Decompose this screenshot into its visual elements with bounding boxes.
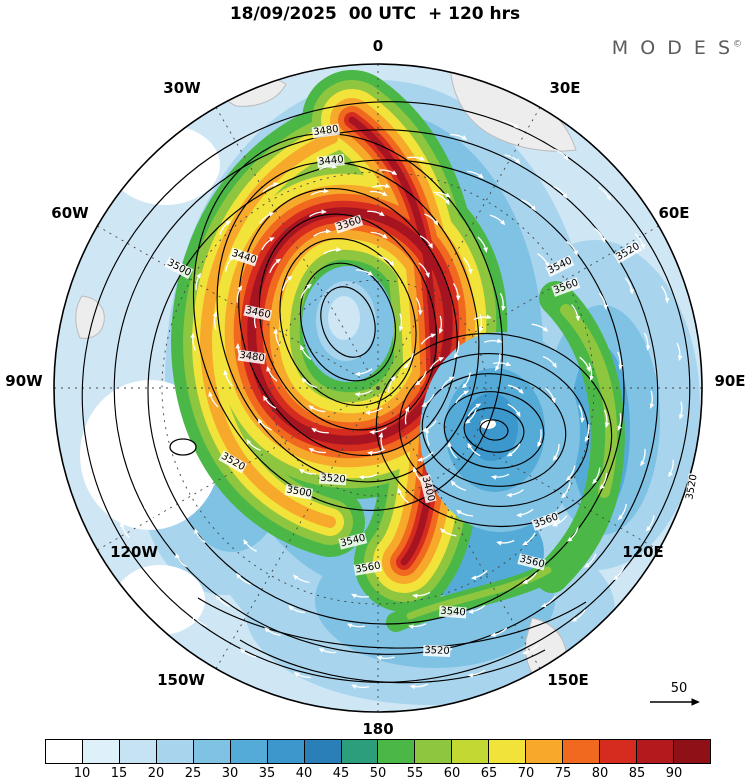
modes-logo: M O D E S© bbox=[612, 37, 742, 59]
colorbar-segment-10 bbox=[414, 740, 452, 763]
copyright-icon: © bbox=[733, 39, 742, 50]
colorbar bbox=[45, 739, 711, 764]
colorbar-segment-11 bbox=[451, 740, 489, 763]
reference-vector: 50 bbox=[642, 681, 716, 712]
colorbar-segment-13 bbox=[525, 740, 563, 763]
colorbar-segment-0 bbox=[46, 740, 82, 763]
colorbar-segment-5 bbox=[229, 740, 267, 763]
colorbar-segment-12 bbox=[488, 740, 526, 763]
colorbar-segment-16 bbox=[636, 740, 673, 763]
colorbar-segment-14 bbox=[562, 740, 600, 763]
colorbar-segment-7 bbox=[303, 740, 341, 763]
graticule bbox=[54, 64, 702, 712]
page-title: 18/09/2025 00 UTC + 120 hrs bbox=[229, 4, 521, 24]
colorbar-segment-9 bbox=[377, 740, 415, 763]
reference-arrow-icon bbox=[650, 698, 700, 706]
colorbar-segment-6 bbox=[266, 740, 304, 763]
wind-vectors bbox=[98, 120, 684, 690]
colorbar-segment-4 bbox=[192, 740, 230, 763]
map-circle-rim bbox=[53, 63, 703, 713]
height-contours bbox=[81, 101, 691, 684]
colorbar-segment-8 bbox=[340, 740, 378, 763]
modes-logo-text: M O D E S bbox=[611, 37, 733, 59]
colorbar-segment-17 bbox=[672, 740, 710, 763]
reference-vector-value: 50 bbox=[670, 681, 688, 696]
colorbar-segment-3 bbox=[155, 740, 193, 763]
vortex-core bbox=[302, 266, 394, 382]
east-green-band bbox=[386, 281, 625, 632]
colorbar-segment-15 bbox=[599, 740, 636, 763]
colorbar-segment-2 bbox=[118, 740, 156, 763]
colorbar-segment-1 bbox=[81, 740, 119, 763]
